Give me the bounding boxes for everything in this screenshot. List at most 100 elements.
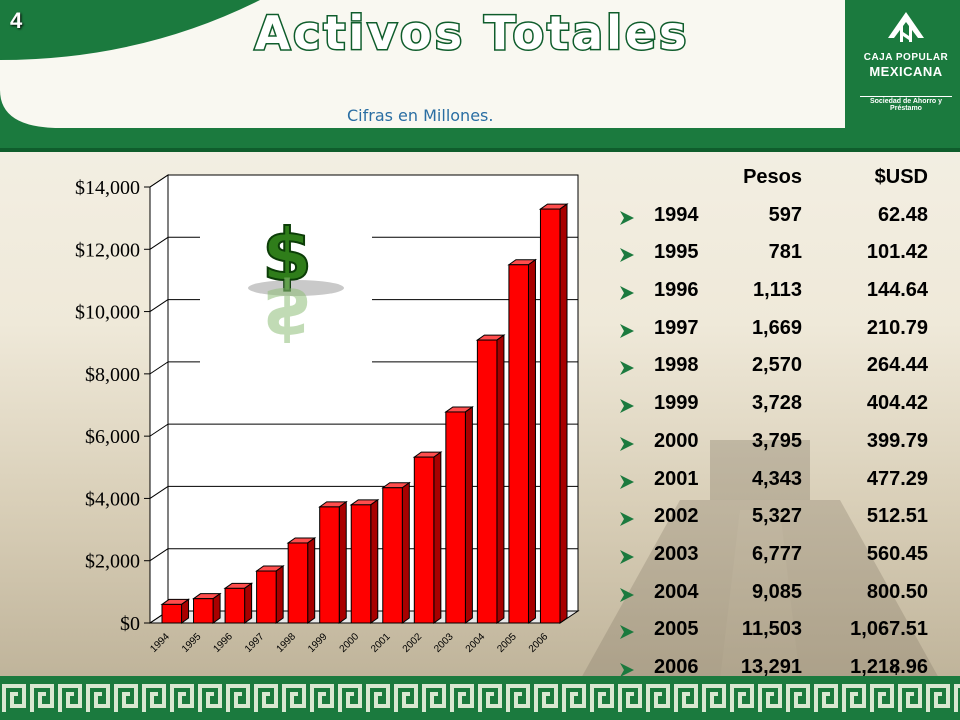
x-tick-label: 2001 xyxy=(369,631,393,655)
gridline-side xyxy=(149,299,169,312)
bar xyxy=(161,603,183,624)
table-row: 2002 5,327 512.51 xyxy=(612,501,952,539)
gridline-side xyxy=(149,174,169,188)
y-tick-label: $14,000 xyxy=(75,177,140,199)
pyramid-background xyxy=(580,440,940,680)
x-tick-label: 1995 xyxy=(180,631,204,655)
row-year: 1994 xyxy=(654,203,699,226)
gridline-side xyxy=(149,486,169,499)
row-year: 1998 xyxy=(654,354,699,377)
row-pesos: 2,570 xyxy=(751,354,802,377)
y-tick-label: $6,000 xyxy=(85,426,140,448)
row-pesos: 597 xyxy=(768,203,802,226)
row-year: 2003 xyxy=(654,542,699,565)
x-tick-label: 1994 xyxy=(148,631,172,655)
bar-side xyxy=(433,451,442,624)
row-pesos: 9,085 xyxy=(751,580,802,603)
arrow-bullet-icon xyxy=(620,625,634,640)
x-tick-label: 2000 xyxy=(338,631,362,655)
row-pesos: 4,343 xyxy=(751,467,802,490)
logo-line2: MEXICANA xyxy=(869,64,943,79)
arrow-bullet-icon xyxy=(620,587,634,602)
page-title: Activos Totales xyxy=(253,5,690,62)
x-tick-label: 1996 xyxy=(211,631,235,655)
row-year: 1997 xyxy=(654,316,699,339)
bar xyxy=(539,208,561,624)
gridline-side xyxy=(149,236,169,250)
bar xyxy=(350,504,372,624)
arrow-bullet-icon xyxy=(620,474,634,489)
arrow-bullet-icon xyxy=(620,210,634,225)
table-row: 2006 13,291 1,218.96 xyxy=(612,652,952,690)
table-row: 1998 2,570 264.44 xyxy=(612,350,952,388)
arrow-bullet-icon xyxy=(620,248,634,263)
row-year: 2006 xyxy=(654,655,699,678)
row-pesos: 1,669 xyxy=(751,316,802,339)
row-pesos: 3,728 xyxy=(751,392,802,415)
row-usd: 264.44 xyxy=(866,354,928,377)
x-tick-label: 2005 xyxy=(495,631,519,655)
bar-side xyxy=(527,258,536,624)
arrow-bullet-icon xyxy=(620,323,634,338)
x-tick-label: 2003 xyxy=(432,631,456,655)
x-tick-label: 2002 xyxy=(401,631,425,655)
table-row: 2004 9,085 800.50 xyxy=(612,577,952,615)
arrow-bullet-icon xyxy=(620,512,634,527)
arrow-bullet-icon xyxy=(620,361,634,376)
table-header: Pesos $USD xyxy=(612,162,952,200)
bar-side xyxy=(496,334,505,624)
chart-side-wall xyxy=(149,174,169,624)
x-tick-label: 2004 xyxy=(464,631,488,655)
table-row: 2005 11,503 1,067.51 xyxy=(612,614,952,652)
gridline-side xyxy=(149,423,169,437)
bar-side xyxy=(212,592,221,624)
row-year: 2005 xyxy=(654,618,699,641)
row-usd: 144.64 xyxy=(866,279,928,302)
table-row: 2000 3,795 399.79 xyxy=(612,426,952,464)
row-year: 2002 xyxy=(654,505,699,528)
arrow-bullet-icon xyxy=(620,436,634,451)
arrow-bullet-icon xyxy=(620,399,634,414)
header-light-panel xyxy=(0,0,960,148)
dollar-sign-icon: $ $ xyxy=(248,212,344,355)
bar xyxy=(508,264,529,624)
row-usd: 62.48 xyxy=(877,203,928,226)
subtitle: Cifras en Millones. xyxy=(347,106,494,125)
row-year: 1999 xyxy=(654,392,699,415)
row-usd: 477.29 xyxy=(866,467,928,490)
arrow-bullet-icon xyxy=(620,286,634,301)
gridline-side xyxy=(149,361,169,375)
bar xyxy=(445,411,466,624)
svg-text:$: $ xyxy=(262,271,312,355)
row-usd: 800.50 xyxy=(866,580,928,603)
y-tick-label: $12,000 xyxy=(75,239,140,261)
table-row: 2003 6,777 560.45 xyxy=(612,539,952,577)
arrow-bullet-icon xyxy=(620,662,634,677)
bar xyxy=(413,456,435,624)
slide-number-bottom: 4 xyxy=(890,662,899,679)
row-pesos: 5,327 xyxy=(751,505,802,528)
bar-side xyxy=(401,481,410,624)
bar xyxy=(256,570,277,624)
bar-side xyxy=(370,498,379,624)
bar-side xyxy=(307,536,316,624)
table-row: 1999 3,728 404.42 xyxy=(612,388,952,426)
table-row: 1997 1,669 210.79 xyxy=(612,313,952,351)
y-tick-label: $4,000 xyxy=(85,488,140,510)
bar-side xyxy=(559,203,568,624)
x-tick-label: 1997 xyxy=(243,631,267,655)
bar xyxy=(287,542,309,624)
table-row: 1995 781 101.42 xyxy=(612,237,952,275)
row-year: 1996 xyxy=(654,279,699,302)
row-year: 1995 xyxy=(654,241,699,264)
row-pesos: 13,291 xyxy=(740,655,802,678)
row-pesos: 1,113 xyxy=(753,279,802,302)
greek-key-footer xyxy=(0,676,960,720)
row-usd: 399.79 xyxy=(866,429,928,452)
y-tick-label: $8,000 xyxy=(85,364,140,386)
bar xyxy=(476,339,498,624)
row-usd: 101.42 xyxy=(866,241,928,264)
svg-text:$: $ xyxy=(262,213,312,297)
x-tick-label: 1999 xyxy=(306,631,330,655)
slide-number-top: 4 xyxy=(10,8,23,33)
